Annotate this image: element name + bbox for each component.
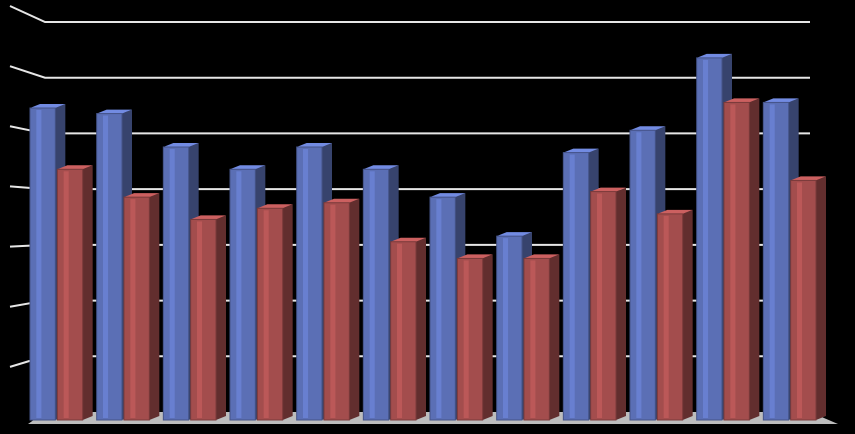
bar-highlight: [730, 104, 736, 418]
bar: [629, 129, 656, 421]
bar: [362, 168, 390, 421]
bar-side: [82, 165, 93, 420]
bar-side: [816, 176, 826, 420]
bar-top: [630, 126, 666, 131]
bar: [323, 202, 350, 421]
bar: [296, 146, 323, 421]
bar-side: [416, 237, 426, 420]
bar-side: [482, 254, 493, 420]
bar-top: [590, 187, 626, 192]
bar-top: [390, 237, 426, 242]
bar-top: [696, 53, 732, 58]
bar-highlight: [769, 104, 775, 418]
bar-top: [257, 204, 293, 209]
bar: [390, 241, 417, 421]
grid-line: [9, 5, 810, 23]
bar-highlight: [236, 171, 242, 418]
bar-top: [57, 165, 93, 170]
bar-side: [549, 254, 560, 420]
bar-highlight: [636, 132, 642, 419]
bar-side: [682, 209, 693, 420]
bar-highlight: [703, 59, 709, 418]
bar-side: [282, 204, 293, 420]
bar: [96, 113, 123, 421]
bar-highlight: [197, 221, 203, 418]
bar-top: [457, 254, 493, 259]
bar-top: [763, 98, 799, 103]
bar: [229, 168, 256, 421]
bar-top: [190, 215, 226, 220]
bar: [496, 235, 523, 421]
bar: [562, 152, 590, 421]
bar: [656, 213, 684, 421]
bar-highlight: [503, 238, 509, 418]
bar-highlight: [263, 210, 269, 418]
bar-highlight: [130, 199, 136, 418]
bar: [723, 101, 750, 421]
bar-top: [30, 104, 66, 108]
bar-highlight: [36, 110, 42, 418]
bar-top: [524, 254, 560, 259]
bar: [29, 107, 56, 421]
bar-highlight: [597, 193, 603, 418]
bar: [190, 218, 217, 421]
bar-top: [296, 143, 332, 147]
bar: [162, 146, 190, 421]
bar-top: [657, 209, 693, 214]
bar-top: [496, 232, 532, 237]
bar-top: [96, 109, 132, 114]
bar-highlight: [569, 154, 575, 419]
bar-top: [163, 143, 199, 147]
bar-side: [149, 193, 160, 420]
bar-highlight: [169, 149, 175, 418]
bar: [56, 168, 84, 421]
bar: [590, 191, 617, 421]
bar: [429, 196, 456, 421]
bar-top: [790, 176, 826, 181]
bar-top: [563, 148, 599, 153]
bar-highlight: [63, 171, 69, 418]
bar-top: [324, 198, 360, 203]
bar-top: [124, 193, 160, 198]
bar-highlight: [530, 260, 536, 418]
bar-highlight: [797, 182, 803, 418]
bar-highlight: [303, 149, 309, 418]
bar-highlight: [397, 243, 403, 418]
bar-top: [230, 165, 266, 170]
bar-highlight: [463, 260, 469, 418]
bar-highlight: [103, 115, 109, 419]
bar-top: [430, 193, 466, 198]
bar: [696, 57, 723, 421]
bar-side: [749, 98, 760, 420]
bar-side: [616, 187, 626, 420]
bar-side: [349, 198, 360, 420]
bar: [256, 207, 284, 421]
bar: [456, 257, 484, 421]
bar-highlight: [436, 199, 442, 418]
bar-highlight: [330, 204, 336, 418]
bar-top: [724, 98, 760, 103]
grid-line: [9, 65, 810, 79]
bar-side: [216, 215, 226, 420]
bar: [523, 257, 550, 421]
bar-top: [363, 165, 399, 170]
bar: [762, 101, 790, 421]
bar-highlight: [369, 171, 375, 418]
bar-highlight: [663, 215, 669, 418]
bar: [790, 179, 817, 421]
bar: [123, 196, 150, 421]
